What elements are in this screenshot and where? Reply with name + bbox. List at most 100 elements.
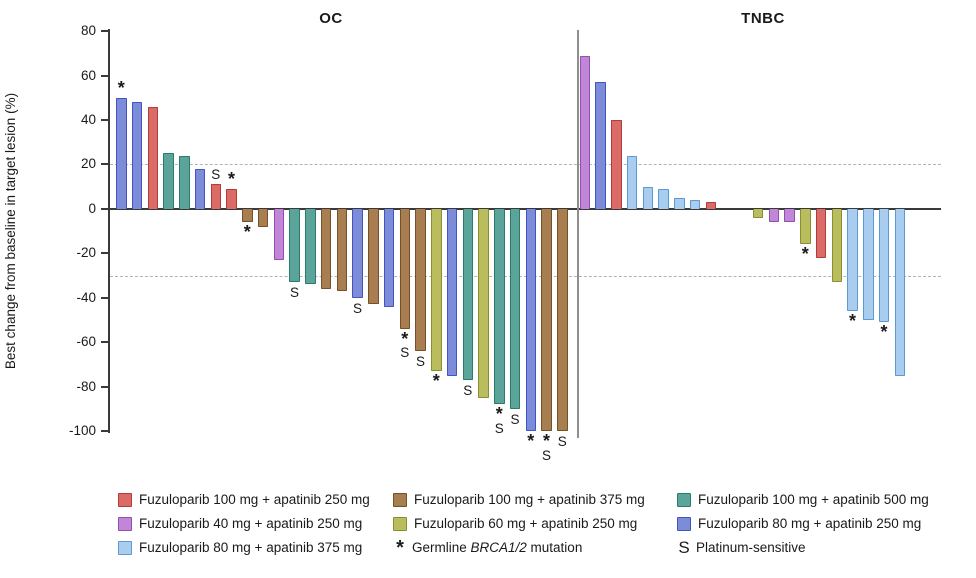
legend-label: Fuzuloparib 60 mg + apatinib 250 mg xyxy=(414,516,638,531)
bar-oc-4 xyxy=(163,153,174,209)
bar-tnbc-17 xyxy=(831,208,842,283)
oc-group-title: OC xyxy=(319,10,343,27)
y-tick xyxy=(101,430,108,433)
bar-oc-11 xyxy=(273,208,284,260)
platinum-sensitive-marker: S xyxy=(289,285,300,301)
bar-oc-12 xyxy=(289,208,300,283)
legend-swatch xyxy=(393,517,407,531)
y-tick-label: 20 xyxy=(80,156,96,172)
bar-oc-2 xyxy=(131,102,143,209)
bar-oc-16 xyxy=(352,208,363,298)
platinum-sensitive-marker: S xyxy=(352,300,363,316)
bar-tnbc-12 xyxy=(752,208,764,218)
bar-oc-1 xyxy=(116,97,127,209)
legend-swatch xyxy=(118,493,132,507)
brca-mutation-marker: * xyxy=(848,311,857,332)
y-tick xyxy=(101,296,108,299)
y-axis-label: Best change from baseline in target lesi… xyxy=(3,92,18,370)
bar-tnbc-19 xyxy=(863,208,874,320)
legend-label: Germline BRCA1/2 mutation xyxy=(412,540,583,555)
legend-item: Fuzuloparib 100 mg + apatinib 375 mg xyxy=(393,492,645,508)
bar-oc-22 xyxy=(446,208,458,376)
brca-mutation-marker: * xyxy=(880,322,888,343)
legend-item: * Germline BRCA1/2 mutation xyxy=(393,537,583,559)
bar-tnbc-7 xyxy=(674,197,685,209)
bar-tnbc-21 xyxy=(894,208,905,376)
bar-oc-8 xyxy=(226,188,237,209)
brca-mutation-marker: * xyxy=(432,371,440,392)
bar-tnbc-20 xyxy=(878,208,890,323)
legend-label: Fuzuloparib 100 mg + apatinib 375 mg xyxy=(414,492,645,507)
y-tick-label: -100 xyxy=(68,423,96,439)
y-tick xyxy=(101,30,108,33)
platinum-sensitive-marker: S xyxy=(541,447,552,463)
bar-tnbc-3 xyxy=(611,120,622,209)
brca-mutation-marker: * xyxy=(227,168,236,189)
bar-oc-15 xyxy=(336,208,347,292)
legend-swatch xyxy=(118,541,132,555)
bar-tnbc-4 xyxy=(626,155,638,209)
bar-tnbc-14 xyxy=(784,208,795,223)
bar-tnbc-18 xyxy=(847,208,858,312)
y-tick xyxy=(101,341,108,344)
bar-tnbc-15 xyxy=(800,208,811,245)
bar-tnbc-13 xyxy=(768,208,779,223)
brca-mutation-marker: * xyxy=(542,431,551,452)
tnbc-group-title: TNBC xyxy=(741,10,785,27)
bar-tnbc-5 xyxy=(642,186,653,209)
platinum-sensitive-marker: S xyxy=(494,420,504,436)
bar-tnbc-2 xyxy=(595,82,606,209)
legend-item: Fuzuloparib 40 mg + apatinib 250 mg xyxy=(118,516,362,532)
y-tick-label: -60 xyxy=(76,334,96,350)
y-tick-label: 80 xyxy=(80,23,96,39)
brca-mutation-marker: * xyxy=(243,222,251,243)
platinum-sensitive-marker: S xyxy=(400,345,410,361)
bar-oc-20 xyxy=(415,208,426,352)
y-tick-label: 60 xyxy=(80,67,96,83)
platinum-sensitive-legend-symbol: S xyxy=(678,538,690,557)
y-tick-label: 0 xyxy=(88,200,96,216)
reference-line-20 xyxy=(110,164,941,166)
bar-tnbc-1 xyxy=(579,55,590,209)
bar-oc-9 xyxy=(242,208,253,223)
legend-label: Fuzuloparib 80 mg + apatinib 375 mg xyxy=(139,540,363,555)
bar-oc-6 xyxy=(194,168,206,209)
bar-oc-10 xyxy=(257,208,269,227)
platinum-sensitive-marker: S xyxy=(557,434,567,450)
bar-oc-5 xyxy=(179,155,190,209)
x-axis xyxy=(109,207,941,210)
brca-mutation-marker: * xyxy=(801,244,809,265)
legend-item: Fuzuloparib 60 mg + apatinib 250 mg xyxy=(393,516,637,532)
legend-item: Fuzuloparib 80 mg + apatinib 250 mg xyxy=(677,516,921,532)
legend-item: S Platinum-sensitive xyxy=(677,538,805,557)
y-tick-label: -80 xyxy=(76,378,96,394)
bar-oc-18 xyxy=(383,208,395,307)
platinum-sensitive-marker: S xyxy=(510,411,520,427)
bar-tnbc-9 xyxy=(705,202,716,209)
y-tick xyxy=(101,207,108,210)
group-separator-line xyxy=(577,30,579,438)
y-tick xyxy=(101,74,108,77)
platinum-sensitive-marker: S xyxy=(415,354,426,370)
y-tick xyxy=(101,252,108,255)
legend-swatch xyxy=(393,493,407,507)
bar-oc-7 xyxy=(210,184,221,209)
bar-oc-14 xyxy=(320,208,332,289)
legend-label: Fuzuloparib 100 mg + apatinib 500 mg xyxy=(698,492,929,507)
bar-oc-13 xyxy=(305,208,316,285)
legend-label: Fuzuloparib 80 mg + apatinib 250 mg xyxy=(698,516,922,531)
bar-tnbc-6 xyxy=(658,188,669,209)
platinum-sensitive-marker: S xyxy=(463,383,473,398)
legend-label: Fuzuloparib 100 mg + apatinib 250 mg xyxy=(139,492,370,507)
legend-swatch xyxy=(118,517,132,531)
y-axis xyxy=(108,29,110,433)
legend-item: Fuzuloparib 100 mg + apatinib 250 mg xyxy=(118,492,370,508)
bar-tnbc-8 xyxy=(689,200,701,209)
legend-swatch xyxy=(677,493,691,507)
bar-oc-24 xyxy=(478,208,489,398)
legend-item: Fuzuloparib 100 mg + apatinib 500 mg xyxy=(677,492,929,508)
bar-oc-3 xyxy=(147,106,158,209)
legend-swatch xyxy=(677,517,691,531)
bar-oc-25 xyxy=(494,208,505,405)
